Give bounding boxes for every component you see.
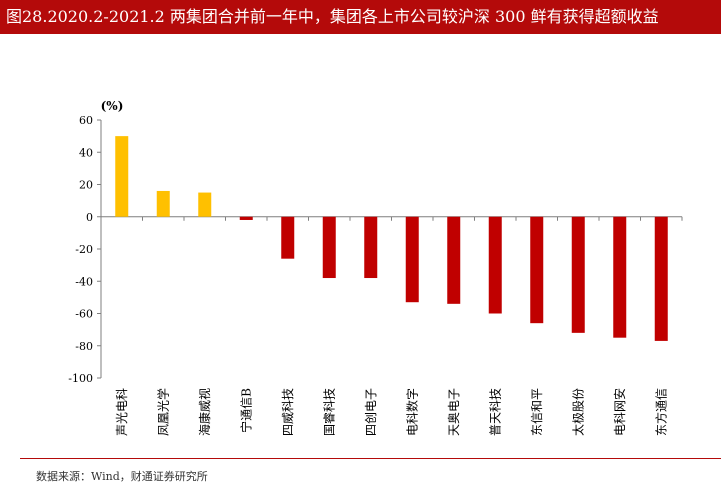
- bar: [115, 136, 129, 217]
- y-tick-label: -60: [75, 308, 93, 321]
- bar: [198, 192, 212, 217]
- bar: [654, 216, 668, 341]
- bars: [115, 136, 668, 341]
- x-tick-label: 电科数字: [404, 388, 419, 436]
- x-axis-labels: 声光电科 凤凰光学 海康威视 宁通信B 四威科技 国睿科技 四创电子 电科数字 天奥电子 普天科技…: [115, 388, 669, 436]
- bar: [405, 216, 419, 303]
- bar: [156, 190, 170, 217]
- y-tick-label: 40: [79, 146, 93, 159]
- footer-divider: [20, 458, 721, 459]
- x-tick-label: 电科网安: [612, 388, 627, 436]
- y-axis-unit-label: (%): [101, 99, 124, 113]
- bar: [488, 216, 502, 314]
- x-tick-label: 太极股份: [570, 388, 585, 436]
- x-tick-label: 海康威视: [197, 388, 212, 436]
- x-tick-label: 声光电科: [115, 388, 129, 436]
- bar: [530, 216, 544, 324]
- figure-title: 图28.2020.2-2021.2 两集团合并前一年中，集团各上市公司较沪深 3…: [0, 0, 721, 34]
- x-tick-label: 凤凰光学: [155, 388, 170, 436]
- x-tick-label: 国睿科技: [321, 388, 336, 436]
- y-tick-label: 20: [79, 179, 93, 192]
- bar: [239, 216, 253, 220]
- y-tick-label: -80: [75, 340, 93, 353]
- bar: [447, 216, 461, 304]
- y-tick-label: -20: [75, 243, 93, 256]
- bar: [364, 216, 378, 279]
- x-tick-label: 天奥电子: [447, 388, 461, 436]
- x-tick-label: 四创电子: [364, 388, 378, 436]
- y-tick-label: 0: [86, 211, 93, 224]
- x-tick-label: 东方通信: [653, 388, 668, 436]
- y-axis: 60 40 20 0 -20 -40 -60 -80 -100: [68, 114, 683, 385]
- y-tick-label: 60: [79, 114, 93, 127]
- chart-container: (%) 60 40 20 0 -20 -40 -60 -80 -100 声光电科 凤凰光学 海康威视…: [0, 34, 721, 454]
- bar: [613, 216, 627, 338]
- x-tick-label: 东信和平: [530, 388, 544, 436]
- y-tick-label: -40: [75, 275, 93, 288]
- bar: [571, 216, 585, 333]
- source-note: 数据来源：Wind，财通证券研究所: [36, 470, 208, 483]
- y-tick-label: -100: [68, 372, 93, 385]
- x-tick-label: 宁通信B: [238, 388, 253, 433]
- x-tick-label: 普天科技: [488, 388, 502, 436]
- bar: [281, 216, 295, 259]
- bar-chart: (%) 60 40 20 0 -20 -40 -60 -80 -100 声光电科 凤凰光学 海康威视…: [68, 99, 683, 436]
- x-tick-label: 四威科技: [281, 388, 295, 436]
- bar: [322, 216, 336, 279]
